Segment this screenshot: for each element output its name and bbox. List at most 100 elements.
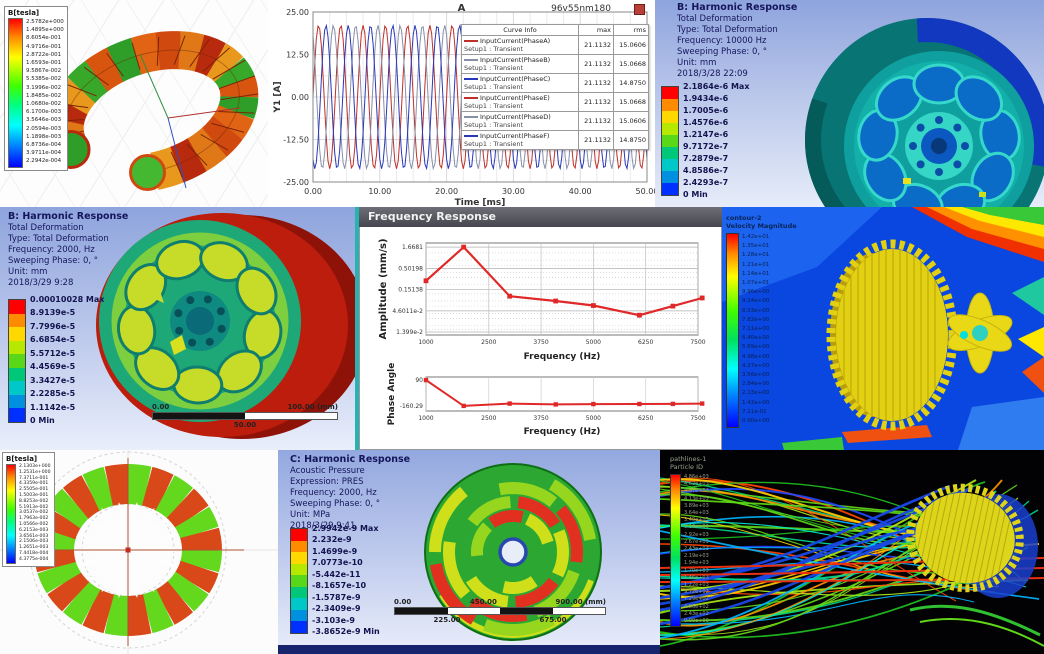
svg-text:-12.50: -12.50: [283, 136, 309, 145]
colorbar-value: 4.9716e-001: [26, 43, 62, 50]
colorbar-value: 1.70e+03: [684, 567, 709, 574]
colorbar-value: 4.27e+00: [742, 362, 770, 369]
svg-text:Frequency (Hz): Frequency (Hz): [524, 427, 601, 437]
colorbar-value: 7.0773e-10: [312, 558, 363, 567]
curve-swatch: [464, 135, 478, 137]
window-title-bar[interactable]: Frequency Response: [359, 207, 722, 227]
analysis-detail-line: Sweeping Phase: 0, °: [677, 47, 768, 57]
svg-text:20.00: 20.00: [435, 187, 458, 196]
svg-text:0.00: 0.00: [291, 93, 309, 102]
colorbar-value: 3.40e+03: [684, 517, 709, 524]
svg-text:3750: 3750: [533, 415, 548, 422]
colorbar-value: 5.1913e-002: [19, 504, 49, 510]
colorbar-gradient: [8, 18, 23, 168]
result-info-block: B: Harmonic Response Total Deformation Ty…: [677, 2, 797, 80]
colorbar-title-line: contour-2: [726, 214, 762, 222]
design-label: 96v55nm180: [551, 4, 611, 14]
svg-text:30.00: 30.00: [502, 187, 525, 196]
colorbar-value: 1.6593e-001: [26, 60, 62, 67]
panel-harmonic-10000: B: Harmonic Response Total Deformation Ty…: [655, 0, 1044, 207]
colorbar-value: 7.7996e-5: [30, 321, 76, 331]
colorbar-value: 1.8485e-002: [26, 92, 62, 99]
colorbar-value: -8.1657e-10: [312, 581, 367, 590]
svg-text:-160.29: -160.29: [400, 403, 423, 410]
analysis-detail-line: Expression: PRES: [290, 477, 364, 487]
colorbar-value: 4.13e+03: [684, 495, 709, 502]
colorbar-value: 1.7005e-6: [683, 105, 729, 115]
svg-text:Amplitude (mm/s): Amplitude (mm/s): [378, 238, 389, 339]
svg-text:2500: 2500: [481, 339, 496, 346]
colorbar-value: 8.53e+00: [742, 307, 770, 314]
field-colorbar: B[tesla] 2.5782e+000 1.4895e+000 8.6054e-0…: [4, 6, 68, 171]
colorbar-value: 1.4699e-9: [312, 546, 358, 556]
ruler-label: 0.00: [394, 598, 412, 606]
analysis-detail-line: Type: Total Deformation: [677, 25, 778, 35]
colorbar-values: 1.42e+01 1.35e+01 1.28e+01 1.21e+01 1.14e+01…: [739, 233, 769, 428]
analysis-detail-line: Type: Total Deformation: [8, 234, 109, 244]
colorbar-value: 2.13e+00: [742, 390, 770, 397]
svg-text:6250: 6250: [638, 339, 653, 346]
colorbar-value: 9.24e+00: [742, 298, 770, 305]
panel-pathlines: pathlines-1 Particle ID 4.86e+03 4.62e+03 4…: [660, 450, 1044, 654]
curve-row: InputCurrent(PhaseE) Setup1 : Transient 2…: [461, 92, 649, 112]
colorbar-value: 4.8586e-7: [683, 165, 729, 175]
svg-text:Y1 [A]: Y1 [A]: [273, 81, 283, 113]
colorbar-values: 2.9942e-9 Max 2.232e-9 1.4699e-9 7.0773e-10…: [312, 524, 402, 637]
analysis-detail-line: Unit: mm: [677, 58, 717, 68]
particle-colorbar: pathlines-1 Particle ID 4.86e+03 4.62e+03 4…: [670, 455, 709, 627]
curve-row: InputCurrent(PhaseB) Setup1 : Transient 2…: [461, 54, 649, 74]
colorbar-value: 0 Min: [30, 416, 55, 425]
svg-text:0.15138: 0.15138: [398, 287, 423, 294]
svg-text:-25.00: -25.00: [283, 178, 309, 187]
colorbar-gradient: [661, 86, 679, 196]
analysis-detail-line: Unit: mm: [8, 267, 48, 277]
svg-text:2500: 2500: [481, 415, 496, 422]
colorbar-gradient: [290, 528, 308, 634]
colorbar-value: 3.5646e-003: [26, 117, 62, 124]
scale-ruler: 0.00 100.00 (mm) 50.00: [152, 403, 338, 429]
colorbar-value: 4.86e+03: [684, 474, 709, 480]
window-content: 1.6681 0.50198 0.15138 4.6011e-2 1.399e-2 100…: [359, 227, 722, 450]
field-colorbar: B[tesla] 2.1303e+000 1.2531e+000 7.3711e-0…: [2, 452, 55, 567]
analysis-detail-line: Frequency: 2000, Hz: [290, 488, 377, 498]
max-header: max: [578, 24, 614, 36]
colorbar-value: 2.2942e-004: [26, 158, 62, 165]
colorbar-value: 1.4895e+000: [26, 27, 64, 34]
panel-current-plot: 25.00 12.50 0.00 -12.50 -25.00 0.00 10.00 20.00…: [268, 0, 655, 207]
wheel-deformation-render: [804, 17, 1044, 207]
colorbar-value: 2.9942e-9 Max: [312, 523, 379, 533]
colorbar-value: 3.1996e-002: [26, 84, 62, 91]
colorbar-title: contour-2 Velocity Magnitude: [726, 214, 797, 230]
colorbar-value: 7.29e+02: [684, 596, 709, 603]
analysis-details: Total Deformation Type: Total Deformation…: [8, 223, 128, 289]
colorbar-value: -5.442e-11: [312, 569, 361, 579]
svg-text:0.00: 0.00: [304, 187, 322, 196]
edge-strip: [355, 207, 359, 450]
colorbar-values: 2.1864e-6 Max 1.9434e-6 1.7005e-6 1.4576e-6…: [683, 82, 773, 199]
panel-maxwell-torus: B[tesla] 2.5782e+000 1.4895e+000 8.6054e-0…: [0, 0, 268, 207]
pin-icon: [634, 4, 645, 15]
frequency-response-charts: 1.6681 0.50198 0.15138 4.6011e-2 1.399e-2 100…: [378, 238, 706, 437]
analysis-details: Acoustic Pressure Expression: PRES Frequen…: [290, 466, 410, 532]
colorbar-title: B[tesla]: [6, 455, 38, 463]
colorbar-value: 2.5782e+000: [26, 19, 64, 25]
analysis-detail-line: Total Deformation: [8, 223, 84, 233]
colorbar-value: 2.232e-9: [312, 535, 352, 544]
bottom-strip: [278, 645, 660, 654]
colorbar-value: 3.0537e-002: [19, 510, 49, 516]
colorbar-value: 9.96e+00: [742, 289, 770, 296]
colorbar-value: 0.00e+00: [742, 418, 770, 425]
svg-text:Frequency (Hz): Frequency (Hz): [524, 352, 601, 362]
colorbar-value: 1.0680e-002: [26, 101, 62, 108]
analysis-detail-line: Sweeping Phase: 0, °: [8, 256, 99, 266]
analysis-detail-line: 2018/3/28 22:09: [677, 69, 748, 79]
curve-info-table: Curve Info max rms InputCurrent(PhaseA) S…: [461, 24, 649, 150]
stator-field-render: [0, 450, 278, 654]
analysis-detail-line: 2018/3/29 9:28: [8, 278, 74, 288]
colorbar-value: 3.89e+03: [684, 502, 709, 509]
curve-row: InputCurrent(PhaseD) Setup1 : Transient 2…: [461, 111, 649, 131]
colorbar-value: 3.3427e-5: [30, 375, 76, 385]
colorbar-value: 8.6054e-001: [26, 35, 62, 42]
colorbar-value: 0.00e+00: [684, 618, 709, 625]
colorbar-value: -3.8652e-9 Min: [312, 627, 380, 636]
